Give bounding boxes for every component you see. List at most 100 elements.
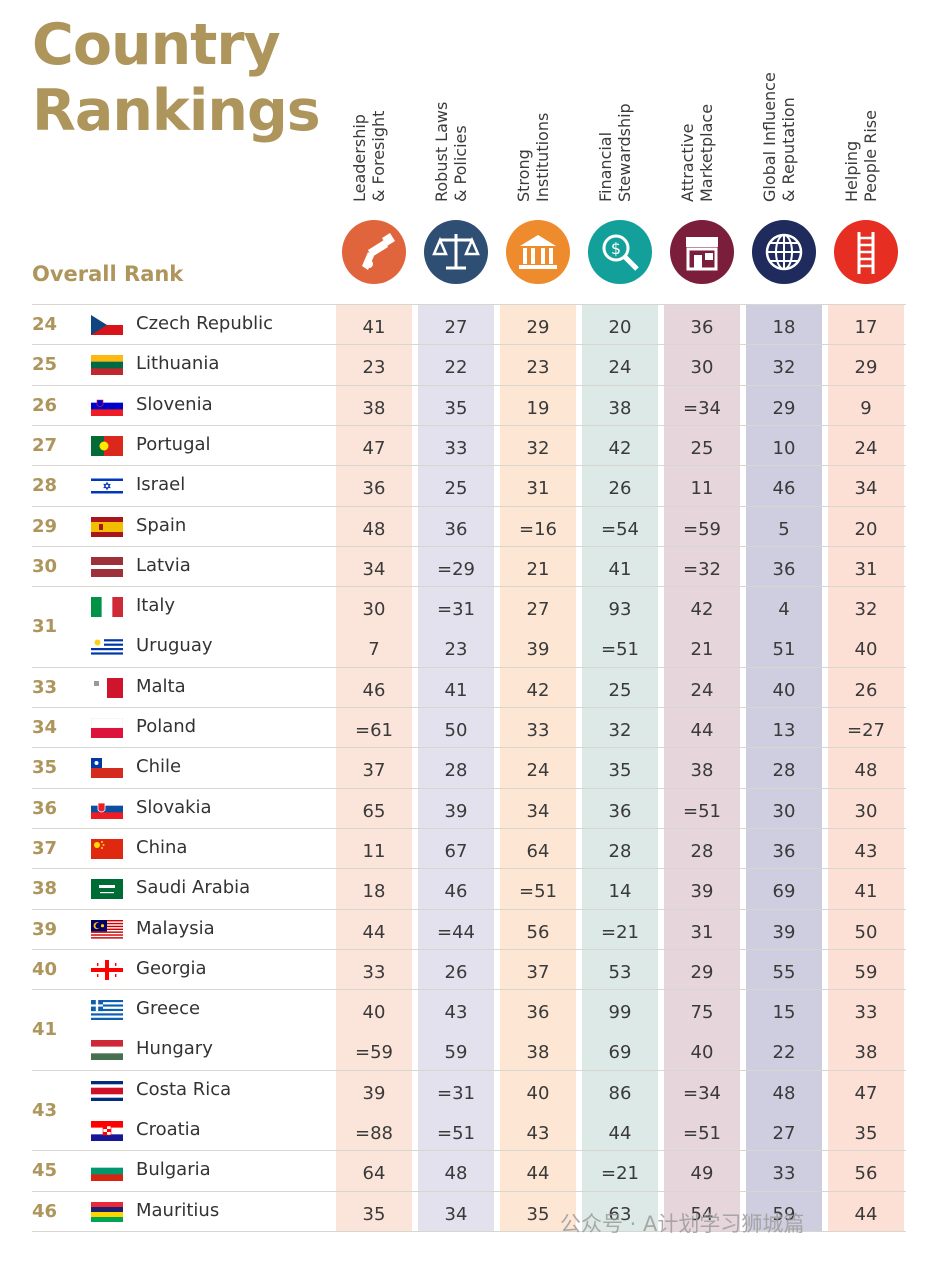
rank-cell: 47 (362, 437, 386, 459)
rank-cell: 64 (526, 840, 550, 862)
rank-cell: 37 (362, 760, 386, 782)
country-name: Poland (136, 716, 197, 737)
rank-cell: 36 (772, 558, 796, 580)
flag-lt (91, 355, 123, 376)
rank-cell: 28 (444, 760, 468, 782)
rank-cell: 38 (690, 760, 714, 782)
column-header-line-1: Attractive (678, 123, 697, 202)
flag-mu (91, 1201, 123, 1222)
rank-cell: =54 (601, 518, 639, 540)
flag-si (91, 395, 123, 416)
rank-cell: 29 (690, 961, 714, 983)
rank-cell: 86 (608, 1082, 632, 1104)
flag-pt (91, 435, 123, 456)
rank-cell: =29 (437, 558, 475, 580)
country-name: Croatia (136, 1119, 201, 1140)
overall-rank: 45 (32, 1160, 58, 1182)
rank-cell: 26 (444, 961, 468, 983)
watermark: 公众号 · A计划学习狮城篇 (560, 1212, 805, 1236)
rank-cell: 48 (854, 760, 878, 782)
rank-cell: 29 (854, 357, 878, 379)
country-name: Georgia (136, 957, 207, 979)
rank-cell: 35 (608, 760, 632, 782)
flag-cl (91, 758, 123, 779)
row-divider (32, 384, 906, 386)
overall-rank: 33 (32, 676, 58, 698)
rank-cell: 33 (772, 1163, 796, 1185)
column-header: Global Influence & Reputation (746, 60, 822, 202)
rank-cell: 22 (444, 357, 468, 379)
rank-cell: 30 (690, 357, 714, 379)
telescope-icon (342, 220, 406, 284)
flag-es (91, 516, 123, 537)
rank-cell: =34 (683, 1082, 721, 1104)
rank-cell: 38 (362, 397, 386, 419)
rank-cell: 36 (608, 800, 632, 822)
rank-cell: 42 (608, 437, 632, 459)
rank-cell: 38 (854, 1042, 878, 1064)
rank-cell: 53 (608, 961, 632, 983)
row-divider (32, 707, 906, 708)
rank-cell: 40 (526, 1082, 550, 1104)
country-name: Portugal (136, 433, 211, 455)
rank-cell: 48 (772, 1082, 796, 1104)
column-header-line-2: & Policies (451, 125, 470, 202)
rank-cell: =88 (355, 1123, 393, 1144)
rank-cell: =44 (437, 921, 475, 943)
rank-cell: 18 (772, 317, 796, 338)
rank-cell: 93 (608, 599, 632, 621)
title-line-1: Country (32, 12, 281, 78)
rank-cell: 30 (772, 800, 796, 822)
rank-cell: 31 (690, 921, 714, 943)
storefront-icon (670, 220, 734, 284)
row-divider (32, 827, 906, 829)
rank-cell: 47 (854, 1082, 878, 1104)
rank-cell: 41 (444, 679, 468, 701)
rank-cell: 36 (772, 840, 796, 862)
row-divider (32, 1230, 906, 1232)
rank-cell: 39 (772, 921, 796, 943)
row-divider (32, 586, 906, 588)
country-name: Saudi Arabia (136, 877, 251, 899)
rank-cell: 33 (362, 961, 386, 983)
country-name: Italy (136, 595, 176, 617)
column-header: Leadership & Foresight (336, 60, 412, 202)
rank-cell: 21 (526, 558, 550, 580)
rank-cell: 44 (526, 1163, 550, 1185)
rank-cell: 18 (362, 881, 386, 903)
row-divider (32, 747, 906, 749)
column-background (746, 304, 822, 1232)
column-background (664, 304, 740, 1232)
overall-rank: 34 (32, 717, 58, 738)
row-divider (32, 868, 906, 870)
rank-cell: 23 (362, 357, 386, 379)
rank-cell: =21 (601, 921, 639, 943)
country-name: Uruguay (136, 635, 213, 657)
ladder-icon (834, 220, 898, 284)
row-divider (32, 465, 906, 467)
rank-cell: 24 (854, 437, 878, 459)
rank-cell: 11 (362, 840, 386, 862)
rank-cell: 14 (608, 881, 632, 903)
row-divider (32, 545, 906, 547)
rank-cell: 25 (690, 437, 714, 459)
column-header-line-1: Robust Laws (432, 101, 451, 202)
overall-rank: 28 (32, 475, 58, 497)
rank-cell: =61 (355, 720, 393, 741)
overall-rank: 30 (32, 555, 58, 577)
rank-cell: 36 (526, 1002, 550, 1024)
rank-cell: 25 (444, 478, 468, 500)
column-header-line-1: Helping (842, 140, 861, 202)
rank-cell: 20 (854, 518, 878, 540)
rank-cell: 32 (608, 720, 632, 741)
rank-cell: =51 (683, 1123, 721, 1144)
row-divider (32, 908, 906, 910)
flag-gr (91, 1000, 123, 1021)
scales-icon (424, 220, 488, 284)
country-name: Israel (136, 474, 186, 496)
flag-cr (91, 1080, 123, 1101)
rank-cell: 59 (772, 1203, 796, 1225)
country-name: Hungary (136, 1038, 213, 1060)
overall-rank: 39 (32, 918, 58, 940)
country-name: Greece (136, 998, 201, 1020)
